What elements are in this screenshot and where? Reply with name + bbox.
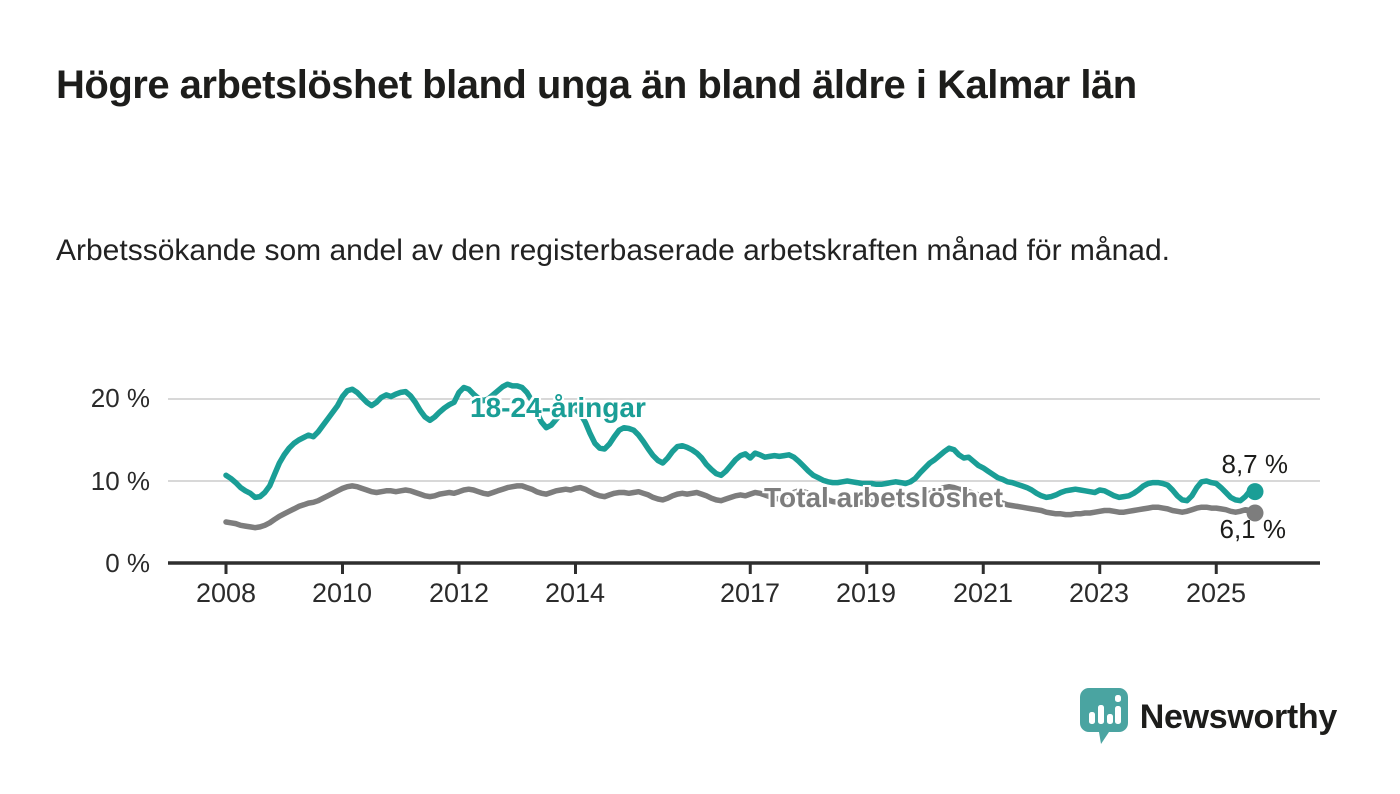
end-value-label-total: 6,1 % <box>1219 514 1287 544</box>
x-axis-label-2025: 2025 <box>1185 578 1247 608</box>
y-axis-label-10: 10 % <box>90 466 150 496</box>
newsworthy-logo-text: Newsworthy <box>1139 697 1338 736</box>
x-axis-label-2017: 2017 <box>719 578 781 608</box>
x-axis-label-2012: 2012 <box>428 578 490 608</box>
x-axis-label-2021: 2021 <box>952 578 1014 608</box>
y-axis-label-20: 20 % <box>90 383 150 413</box>
page-title: Högre arbetslöshet bland unga än bland ä… <box>56 63 1137 107</box>
x-axis-label-2019: 2019 <box>835 578 897 608</box>
series-label-total: Total arbetslöshet <box>764 482 1004 513</box>
chart-subtitle: Arbetssökande som andel av den registerb… <box>56 234 1170 267</box>
newsworthy-logo-icon <box>1079 688 1128 744</box>
x-axis-label-2008: 2008 <box>195 578 257 608</box>
x-axis-label-2023: 2023 <box>1068 578 1130 608</box>
series-label-youth: 18-24-åringar <box>470 392 646 423</box>
y-axis-label-0: 0 % <box>105 548 150 578</box>
end-value-label-youth: 8,7 % <box>1221 449 1289 479</box>
x-axis-label-2014: 2014 <box>544 578 606 608</box>
branding-footer: Newsworthy <box>1079 686 1337 748</box>
x-axis-label-2010: 2010 <box>311 578 373 608</box>
